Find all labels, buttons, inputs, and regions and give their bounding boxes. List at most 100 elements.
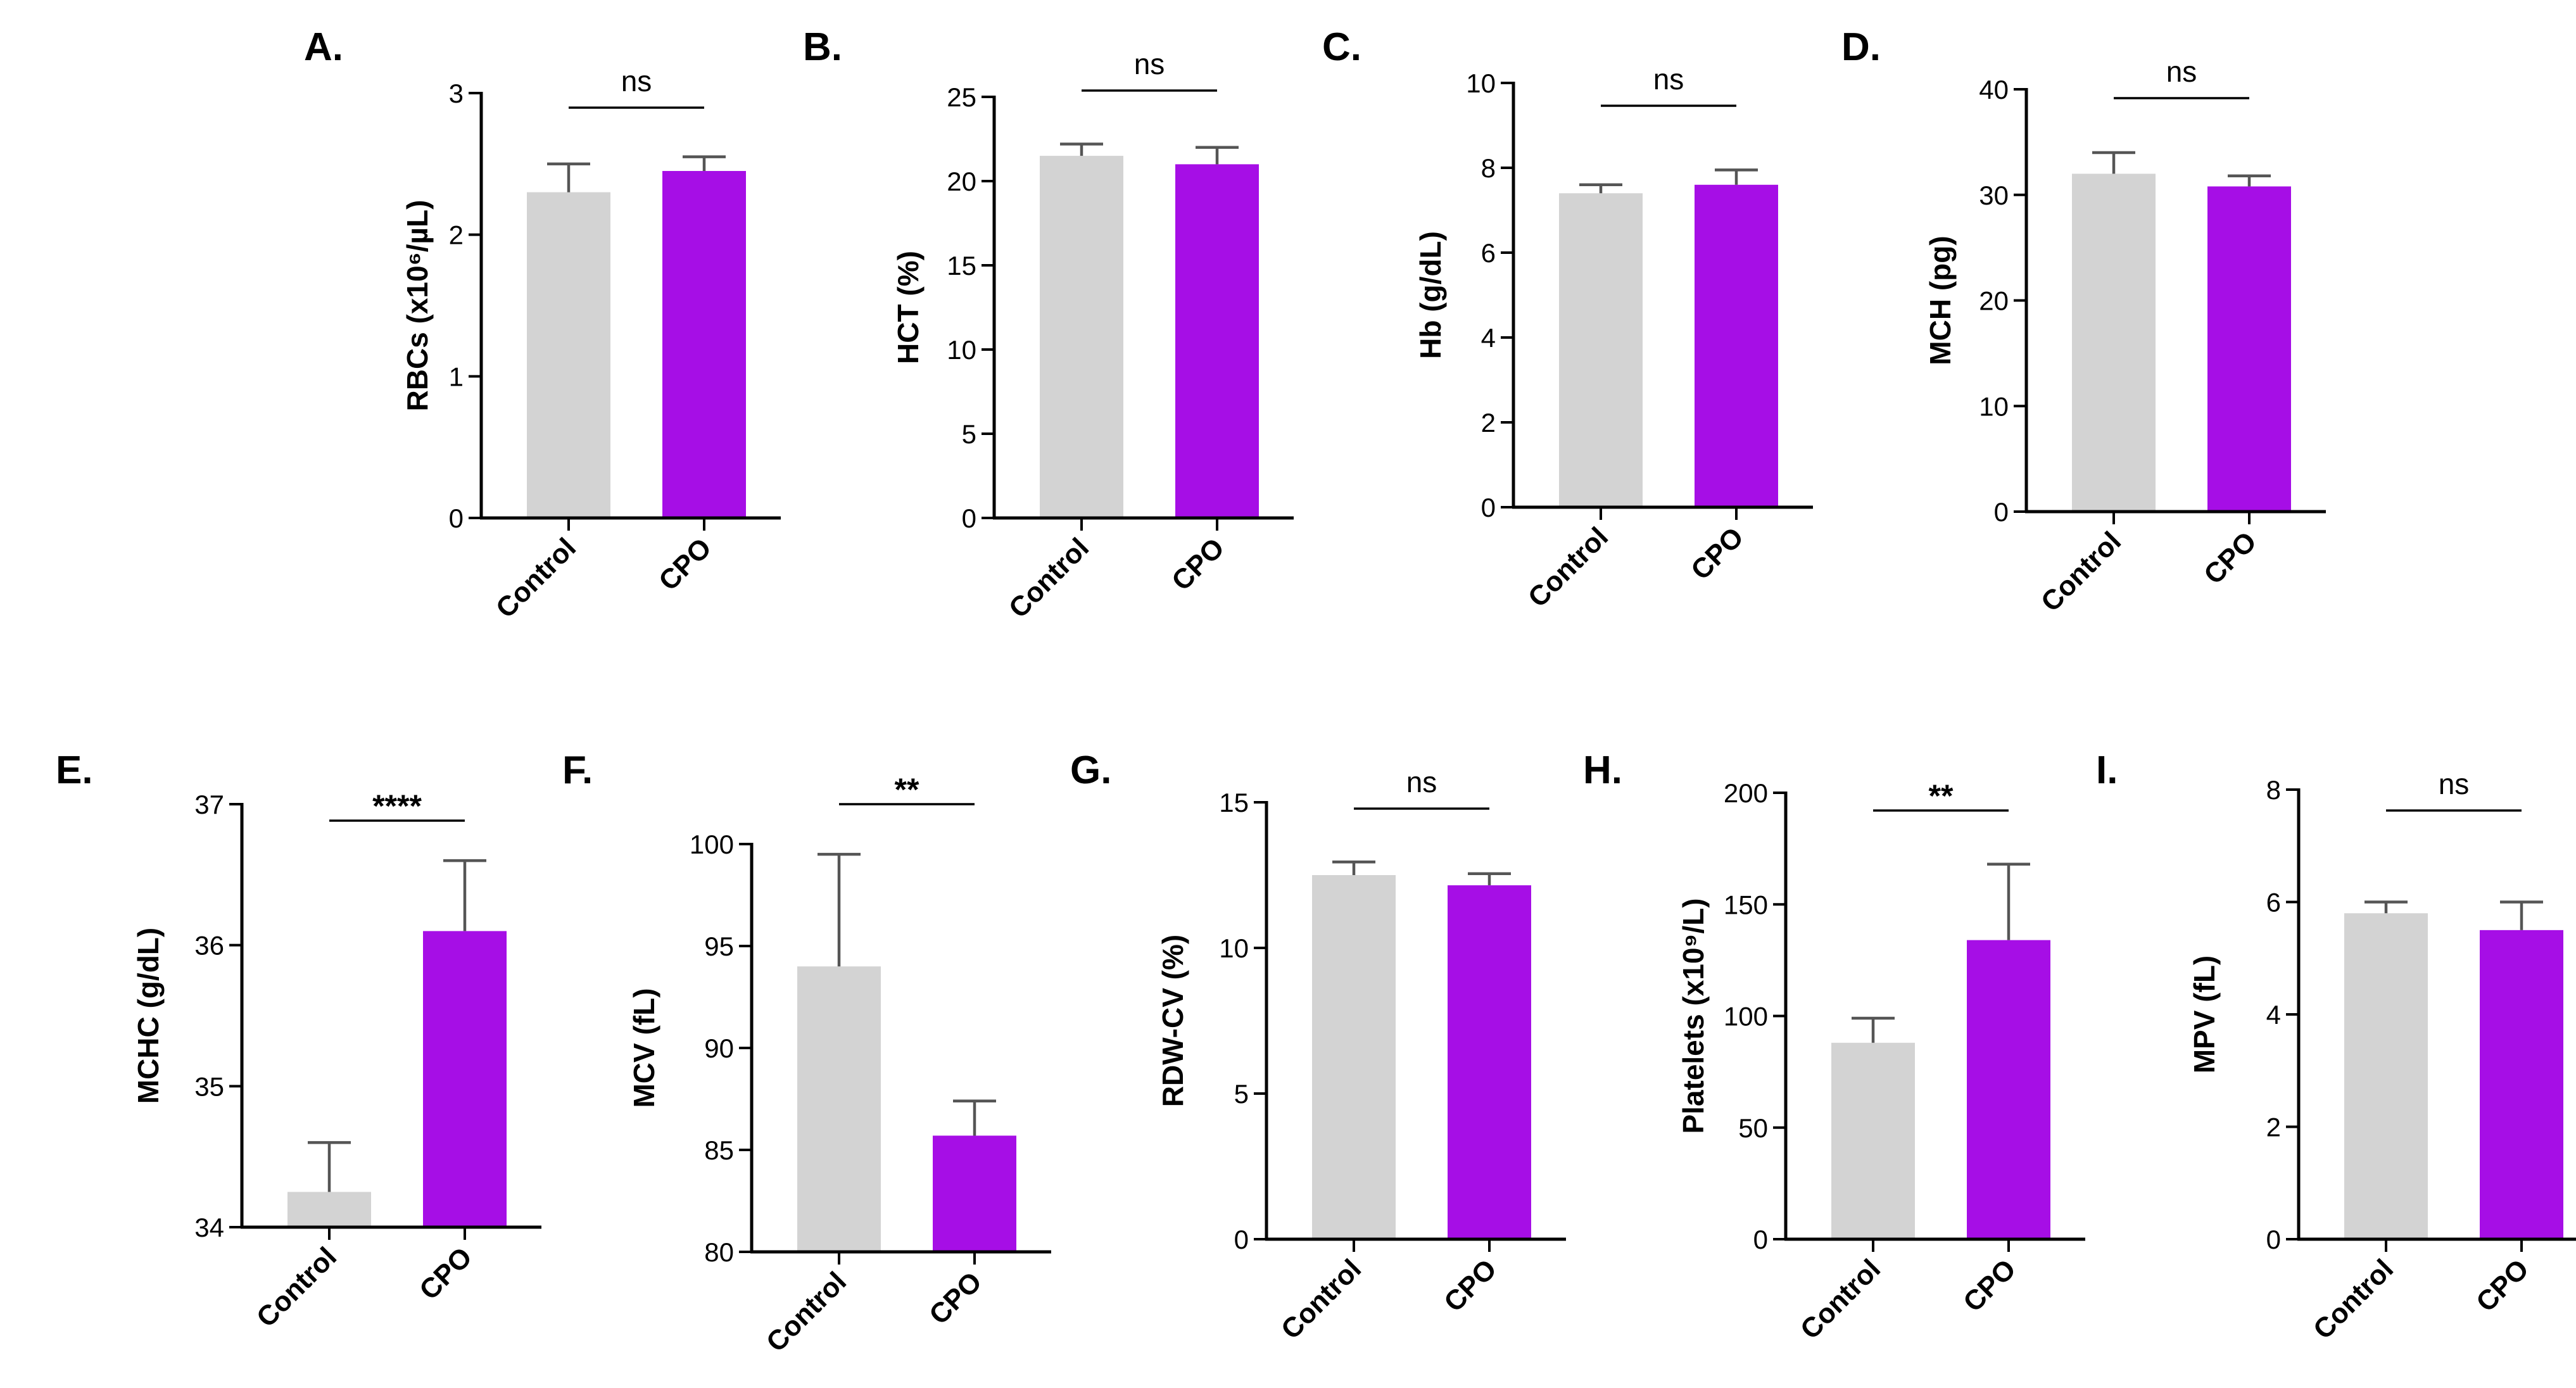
- bar-cpo: [1448, 885, 1531, 1239]
- x-tick-label: CPO: [1685, 521, 1750, 586]
- y-tick-label: 10: [1466, 68, 1496, 98]
- y-tick-label: 25: [947, 82, 976, 112]
- panel-label: D.: [1841, 25, 1881, 69]
- panel-c: C. Control CPO 0 2 4 6 8 10 Hb (g/dL) ns: [1322, 25, 1813, 614]
- y-tick-label: 5: [1234, 1079, 1249, 1109]
- y-tick-label: 2: [449, 220, 464, 250]
- y-tick-label: 8: [1481, 153, 1496, 183]
- x-tick-label: CPO: [2198, 526, 2263, 590]
- panel-i: I. Control CPO 0 2 4 6 8 MPV (fL) ns: [2096, 748, 2576, 1346]
- x-tick-label: Control: [490, 532, 582, 624]
- panel-d: D. Control CPO 0 10 20 30 40 MCH (pg) ns: [1841, 25, 2326, 618]
- panel-b: B. Control CPO 0 5 10 15 20 25 HCT (%) ns: [803, 25, 1294, 624]
- y-tick-label: 95: [704, 931, 734, 961]
- y-tick-label: 15: [947, 251, 976, 281]
- y-axis-label: RDW-CV (%): [1156, 935, 1189, 1107]
- bar-cpo: [2207, 186, 2291, 512]
- y-tick-label: 37: [194, 790, 224, 819]
- y-tick-label: 6: [1481, 238, 1496, 268]
- y-axis-label: MPV (fL): [2188, 956, 2221, 1074]
- y-tick-label: 10: [1219, 933, 1249, 963]
- x-tick-label: CPO: [414, 1241, 478, 1306]
- bar-control: [1040, 156, 1123, 519]
- y-tick-label: 2: [1481, 408, 1496, 438]
- significance-label: ns: [621, 65, 652, 98]
- y-axis-label: MCHC (g/dL): [132, 928, 165, 1104]
- x-tick-label: CPO: [1957, 1253, 2022, 1318]
- y-tick-label: 4: [1481, 323, 1496, 353]
- panel-label: G.: [1070, 748, 1111, 792]
- bar-control: [2072, 174, 2156, 512]
- panel-label: E.: [56, 748, 93, 792]
- y-tick-label: 200: [1724, 778, 1768, 808]
- bar-cpo: [933, 1135, 1016, 1252]
- x-tick-label: Control: [1003, 532, 1095, 624]
- x-tick-label: Control: [1522, 521, 1614, 613]
- significance-label: **: [1929, 778, 1954, 814]
- panel-e: E. Control CPO 34 35 36 37 MCHC (g/dL) ****: [56, 748, 541, 1334]
- panel-h: H. Control CPO 0 50 100 150 200 Platelets (x10⁹/…: [1583, 748, 2085, 1346]
- y-tick-label: 0: [2266, 1225, 2281, 1254]
- y-tick-label: 80: [704, 1237, 734, 1267]
- y-axis-label: Platelets (x10⁹/L): [1677, 898, 1710, 1133]
- y-axis-label: RBCs (x10⁶/µL): [401, 200, 434, 412]
- y-tick-label: 10: [947, 335, 976, 365]
- y-tick-label: 36: [194, 931, 224, 961]
- y-tick-label: 0: [1481, 493, 1496, 522]
- y-tick-label: 100: [690, 830, 734, 859]
- y-tick-label: 0: [1994, 497, 2009, 527]
- x-tick-label: Control: [2308, 1253, 2399, 1345]
- y-tick-label: 90: [704, 1033, 734, 1063]
- bar-cpo: [2480, 930, 2563, 1239]
- bar-cpo: [1175, 164, 1259, 518]
- y-tick-label: 2: [2266, 1113, 2281, 1142]
- y-tick-label: 6: [2266, 888, 2281, 918]
- x-tick-label: Control: [2035, 526, 2127, 617]
- significance-label: ns: [1653, 63, 1684, 96]
- y-tick-label: 0: [1234, 1225, 1249, 1254]
- x-tick-label: CPO: [2470, 1253, 2535, 1318]
- y-tick-label: 35: [194, 1071, 224, 1101]
- bar-control: [1312, 875, 1396, 1239]
- x-tick-label: Control: [761, 1266, 852, 1358]
- y-tick-label: 15: [1219, 788, 1249, 817]
- bar-control: [287, 1192, 371, 1227]
- bar-cpo: [662, 171, 746, 518]
- bar-cpo: [423, 931, 507, 1227]
- significance-label: ****: [372, 788, 422, 824]
- bar-control: [797, 966, 881, 1252]
- x-tick-label: Control: [1795, 1253, 1886, 1345]
- x-tick-label: CPO: [1438, 1253, 1503, 1318]
- x-tick-label: CPO: [923, 1266, 988, 1330]
- y-tick-label: 0: [449, 503, 464, 533]
- y-tick-label: 1: [449, 362, 464, 391]
- y-tick-label: 10: [1979, 391, 2009, 421]
- y-tick-label: 40: [1979, 75, 2009, 104]
- panel-label: I.: [2096, 748, 2118, 792]
- y-tick-label: 150: [1724, 890, 1768, 919]
- y-tick-label: 50: [1738, 1113, 1768, 1143]
- significance-label: ns: [1134, 47, 1165, 80]
- panel-label: A.: [304, 25, 343, 69]
- y-tick-label: 0: [1753, 1225, 1768, 1254]
- bar-control: [2344, 913, 2428, 1239]
- x-tick-label: CPO: [1166, 532, 1230, 596]
- x-tick-label: Control: [251, 1241, 343, 1333]
- y-tick-label: 4: [2266, 1000, 2281, 1030]
- panel-f: F. Control CPO 80 85 90 95 100 MCV (fL) **: [562, 748, 1051, 1358]
- x-tick-label: Control: [1275, 1253, 1367, 1345]
- significance-label: ns: [2166, 55, 2197, 88]
- y-axis-label: MCV (fL): [628, 988, 660, 1107]
- y-axis-label: Hb (g/dL): [1414, 231, 1447, 359]
- panel-label: F.: [562, 748, 593, 792]
- bar-control: [1559, 193, 1643, 507]
- y-tick-label: 8: [2266, 775, 2281, 805]
- y-tick-label: 3: [449, 79, 464, 108]
- y-tick-label: 85: [704, 1135, 734, 1165]
- panel-label: C.: [1322, 25, 1361, 69]
- y-axis-label: HCT (%): [892, 251, 925, 364]
- x-tick-label: CPO: [653, 532, 717, 596]
- panel-label: H.: [1583, 748, 1622, 792]
- significance-label: ns: [2439, 767, 2470, 800]
